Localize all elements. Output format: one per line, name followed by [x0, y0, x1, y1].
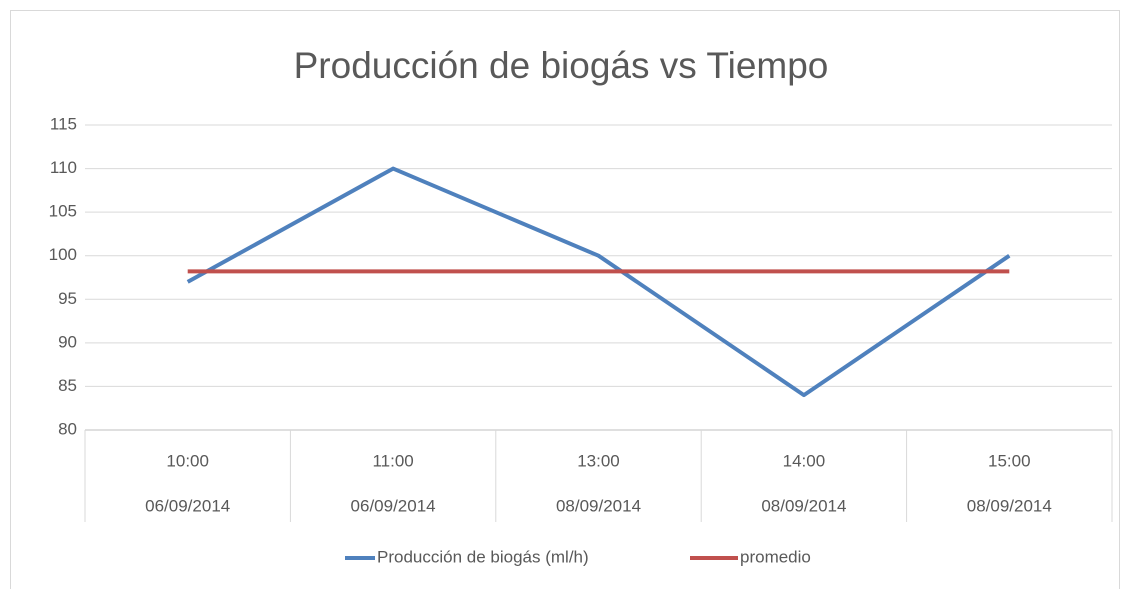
y-tick-label: 105 — [49, 202, 77, 221]
y-tick-label: 90 — [58, 332, 77, 351]
x-tick-label: 11:00 — [372, 451, 413, 470]
x-tick-label: 10:00 — [166, 451, 209, 470]
y-tick-label: 95 — [58, 289, 77, 308]
x-group-label: 08/09/2014 — [556, 496, 641, 515]
x-group-label: 06/09/2014 — [145, 496, 230, 515]
legend-label: promedio — [740, 547, 811, 566]
y-tick-label: 115 — [50, 114, 77, 133]
x-group-label: 06/09/2014 — [351, 496, 436, 515]
y-tick-label: 80 — [58, 419, 77, 438]
x-tick-label: 15:00 — [988, 451, 1031, 470]
chart-title: Producción de biogás vs Tiempo — [294, 45, 829, 86]
legend-label: Producción de biogás (ml/h) — [377, 547, 589, 566]
y-tick-label: 100 — [49, 245, 77, 264]
x-group-label: 08/09/2014 — [967, 496, 1052, 515]
x-tick-label: 13:00 — [577, 451, 620, 470]
series-line — [186, 166, 1011, 398]
y-tick-label: 85 — [58, 376, 77, 395]
chart-border — [10, 10, 1120, 589]
y-tick-label: 110 — [50, 158, 77, 177]
x-group-label: 08/09/2014 — [761, 496, 846, 515]
x-tick-label: 14:00 — [783, 451, 826, 470]
